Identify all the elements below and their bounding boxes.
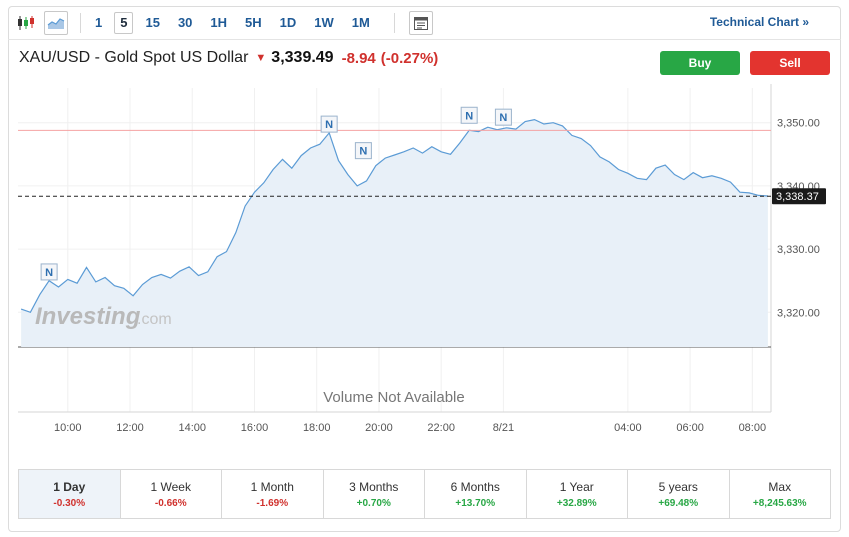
x-tick-label: 8/21	[493, 422, 514, 434]
y-axis: 3,350.003,340.003,330.003,320.00	[777, 118, 820, 320]
period-label: 5 years	[658, 479, 698, 494]
period-change: +32.89%	[556, 497, 597, 509]
period-6-months[interactable]: 6 Months +13.70%	[425, 470, 527, 518]
price-chart[interactable]: Investing .com 3,350.003,340.003,330.003…	[0, 0, 849, 440]
news-marker-label: N	[325, 119, 333, 131]
sell-button[interactable]: Sell	[750, 51, 830, 75]
x-axis: 10:00 12:00 14:00 16:00 18:00 20:00 22:00 8/21 0…	[54, 422, 766, 434]
timeframe-1[interactable]: 1	[95, 14, 103, 30]
news-marker-box	[354, 142, 372, 160]
candlestick-icon[interactable]	[14, 11, 38, 35]
news-marker-label: N	[499, 112, 507, 124]
news-marker-label: N	[359, 146, 367, 158]
timeframe-1w[interactable]: 1W	[314, 14, 334, 30]
news-marker-box	[460, 106, 478, 124]
buy-button[interactable]: Buy	[660, 51, 740, 75]
chart-toolbar: 1 5 15 30 1H 5H 1D 1W 1M Technical Chart…	[8, 6, 841, 40]
timeframe-1d[interactable]: 1D	[279, 14, 297, 30]
news-marker: N	[354, 142, 372, 160]
x-tick-label: 10:00	[54, 422, 82, 434]
current-price-label: 3,338.37	[776, 191, 819, 203]
toolbar-divider	[80, 12, 81, 33]
period-change: +69.48%	[658, 497, 699, 509]
timeframe-1m[interactable]: 1M	[351, 14, 370, 30]
x-tick-label: 06:00	[676, 422, 704, 434]
period-label: Max	[768, 479, 792, 494]
x-tick-label: 14:00	[178, 422, 206, 434]
period-max[interactable]: Max +8,245.63%	[730, 470, 831, 518]
current-price-badge: 3,338.37	[772, 188, 826, 205]
x-tick-label: 16:00	[241, 422, 269, 434]
period-label: 1 Month	[250, 479, 294, 494]
period-label: 3 Months	[349, 479, 399, 494]
news-marker-box	[494, 108, 512, 126]
investing-watermark-suffix: .com	[137, 311, 172, 328]
news-marker-box	[40, 263, 58, 281]
period-change: -0.30%	[53, 497, 86, 509]
price-line	[20, 118, 768, 314]
timeframe-5h[interactable]: 5H	[245, 14, 262, 30]
period-1-week[interactable]: 1 Week -0.66%	[121, 470, 222, 518]
investing-watermark: Investing	[35, 303, 141, 330]
area-chart-icon[interactable]	[44, 10, 68, 35]
last-price: 3,339.49	[271, 49, 334, 66]
current-price-badge-bg	[772, 188, 826, 205]
price-change: -8.94	[341, 49, 376, 67]
calendar-icon[interactable]	[408, 10, 433, 35]
y-tick-label: 3,350.00	[777, 118, 820, 130]
x-tick-label: 20:00	[365, 422, 393, 434]
price-change-percent: (-0.27%)	[380, 49, 439, 67]
news-marker: N	[320, 115, 338, 133]
news-marker: N	[460, 106, 478, 124]
timeframe-15[interactable]: 15	[145, 14, 160, 30]
news-marker: N	[40, 263, 58, 281]
price-area	[21, 119, 768, 347]
news-marker: N	[494, 108, 512, 126]
period-3-months[interactable]: 3 Months +0.70%	[324, 470, 425, 518]
x-tick-label: 18:00	[303, 422, 331, 434]
news-marker-label: N	[45, 267, 53, 279]
period-5-years[interactable]: 5 years +69.48%	[628, 470, 730, 518]
period-1-year[interactable]: 1 Year +32.89%	[527, 470, 628, 518]
timeframe-1h[interactable]: 1H	[210, 14, 228, 30]
instrument-header: XAU/USD - Gold Spot US Dollar ▼ 3,339.49…	[19, 49, 438, 67]
y-tick-label: 3,320.00	[777, 307, 820, 319]
toolbar-divider	[393, 12, 395, 33]
x-tick-label: 04:00	[614, 422, 642, 434]
volume-not-available: Volume Not Available	[323, 389, 464, 406]
period-change: +8,245.63%	[752, 497, 807, 509]
period-label: 1 Week	[150, 479, 191, 494]
y-tick-label: 3,330.00	[777, 244, 820, 256]
technical-chart-link[interactable]: Technical Chart »	[709, 15, 809, 29]
timeframe-5[interactable]: 5	[114, 11, 134, 34]
period-change: +0.70%	[356, 497, 391, 509]
period-change: -0.66%	[154, 497, 187, 509]
period-change: +13.70%	[455, 497, 496, 509]
period-1-month[interactable]: 1 Month -1.69%	[222, 470, 324, 518]
arrow-down-icon: ▼	[255, 52, 267, 64]
news-marker-label: N	[465, 110, 473, 122]
period-label: 1 Day	[53, 479, 86, 494]
timeframe-30[interactable]: 30	[177, 14, 193, 30]
period-label: 6 Months	[450, 479, 500, 494]
news-markers: N N N N N	[40, 106, 512, 281]
x-tick-label: 22:00	[427, 422, 455, 434]
news-marker-box	[320, 115, 338, 133]
period-change: -1.69%	[256, 497, 289, 509]
x-tick-label: 12:00	[116, 422, 144, 434]
period-1-day[interactable]: 1 Day -0.30%	[19, 470, 121, 518]
period-label: 1 Year	[559, 479, 594, 494]
x-tick-label: 08:00	[739, 422, 767, 434]
performance-periods: 1 Day -0.30% 1 Week -0.66% 1 Month -1.69…	[18, 469, 831, 519]
instrument-name: XAU/USD - Gold Spot US Dollar	[19, 49, 249, 66]
